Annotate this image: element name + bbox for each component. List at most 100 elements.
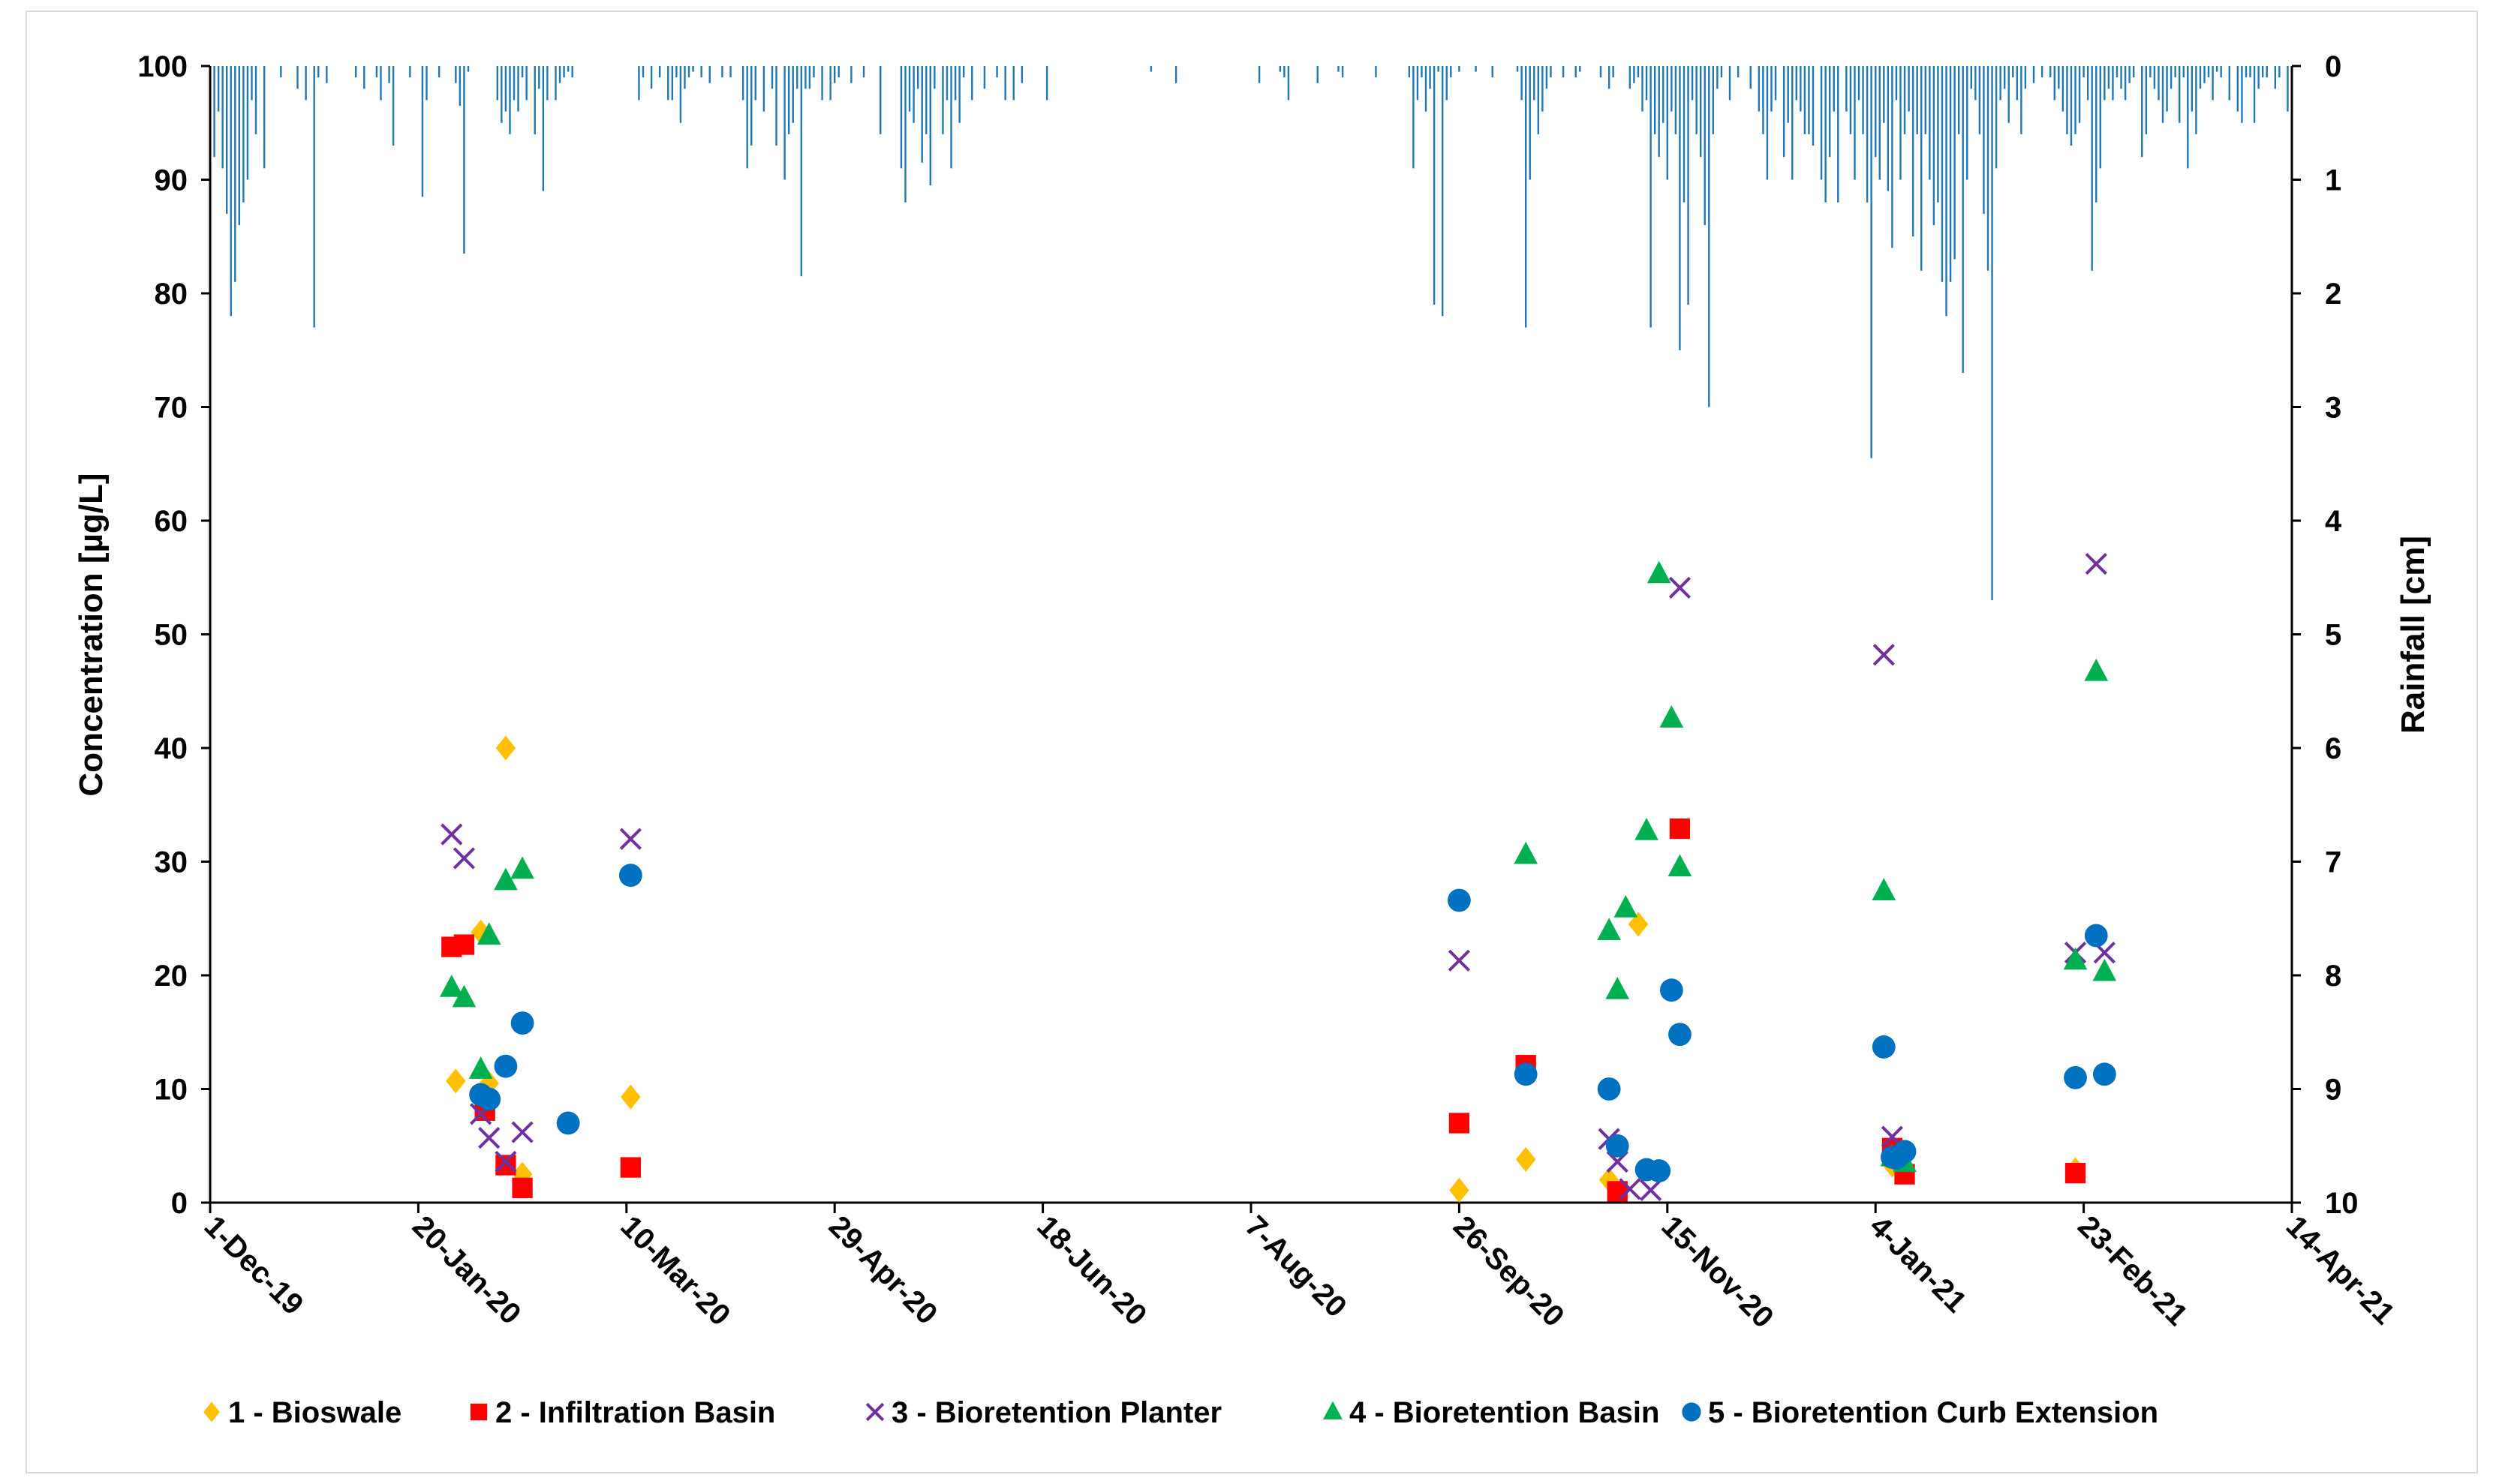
x-tick-label: 7-Aug-20 — [1239, 1209, 1353, 1323]
y2-tick-label: 0 — [2325, 50, 2341, 83]
data-point-circle — [494, 1054, 518, 1078]
data-point-circle — [1647, 1159, 1671, 1182]
data-point-triangle — [1514, 841, 1538, 864]
y2-tick-label: 3 — [2325, 392, 2341, 425]
y2-tick-label: 7 — [2325, 846, 2341, 879]
legend-marker-triangle — [1323, 1401, 1343, 1419]
series-1 — [446, 735, 2085, 1203]
data-point-square — [495, 1155, 516, 1176]
y2-tick-label: 6 — [2325, 732, 2341, 765]
data-point-circle — [477, 1087, 501, 1111]
data-point-triangle — [510, 856, 534, 879]
series-5 — [469, 864, 2116, 1182]
data-point-circle — [1448, 888, 1471, 912]
data-point-triangle — [1634, 817, 1658, 840]
legend-marker-square — [470, 1403, 488, 1421]
legend: 1 - Bioswale 2 - Infiltration Basin 3 - Bi… — [203, 1396, 2158, 1429]
legend-marker-diamond — [203, 1401, 220, 1422]
y2-tick-label: 10 — [2325, 1187, 2359, 1220]
data-point-triangle — [1659, 705, 1684, 728]
data-point-x — [1668, 576, 1692, 599]
y-tick-label: 40 — [155, 732, 188, 765]
data-point-square — [1448, 1113, 1470, 1134]
y2-tick-label: 8 — [2325, 960, 2341, 993]
legend-label: 2 - Infiltration Basin — [495, 1396, 775, 1429]
legend-label: 5 - Bioretention Curb Extension — [1708, 1396, 2158, 1429]
y2-tick-label: 1 — [2325, 164, 2341, 197]
data-point-x — [441, 823, 463, 846]
data-point-x — [2085, 552, 2107, 575]
legend-marker-circle — [1682, 1402, 1701, 1422]
y-tick-label: 50 — [155, 619, 188, 652]
x-tick-label: 4-Jan-21 — [1863, 1209, 1973, 1319]
x-tick-label: 23-Feb-21 — [2071, 1209, 2194, 1332]
data-point-circle — [1605, 1134, 1629, 1158]
y-tick-label: 80 — [155, 278, 188, 311]
data-point-diamond — [1515, 1146, 1536, 1172]
left-y-tick-labels: 0 10 20 30 40 50 60 70 80 90 100 — [137, 50, 210, 1220]
x-tick-labels: 1-Dec-19 20-Jan-20 10-Mar-20 29-Apr-20 18-Ju… — [198, 1203, 2401, 1335]
y-tick-label: 20 — [155, 960, 188, 993]
data-point-circle — [556, 1111, 580, 1135]
data-point-triangle — [1646, 560, 1671, 584]
y-tick-label: 0 — [171, 1187, 188, 1220]
data-point-circle — [2064, 1065, 2087, 1089]
data-point-triangle — [1667, 854, 1692, 877]
x-tick-label: 1-Dec-19 — [198, 1209, 310, 1321]
x-tick-label: 26-Sep-20 — [1447, 1209, 1571, 1333]
y-tick-label: 90 — [155, 164, 188, 197]
data-point-diamond — [621, 1084, 641, 1110]
data-point-triangle — [1613, 895, 1638, 918]
data-point-x — [478, 1127, 501, 1149]
y-tick-label: 100 — [137, 50, 188, 83]
x-tick-label: 15-Nov-20 — [1655, 1209, 1779, 1334]
data-point-triangle — [2063, 947, 2088, 970]
rainfall-concentration-chart: 0 10 20 30 40 50 60 70 80 90 100 0 1 2 3 4 5 6 7 8 9 10 1-De… — [73, 50, 2431, 1429]
data-point-diamond — [1628, 912, 1649, 937]
data-point-triangle — [2092, 958, 2117, 981]
data-point-circle — [1597, 1077, 1621, 1101]
data-point-triangle — [1872, 878, 1896, 900]
data-point-triangle — [468, 1056, 493, 1079]
x-tick-label: 18-Jun-20 — [1030, 1209, 1153, 1332]
data-point-circle — [1659, 978, 1683, 1002]
data-point-x — [1872, 644, 1895, 666]
data-point-x — [619, 828, 642, 850]
y-tick-label: 70 — [155, 392, 188, 425]
data-point-x — [1639, 1179, 1662, 1201]
y2-tick-label: 5 — [2325, 619, 2341, 652]
series-3 — [441, 552, 2116, 1201]
data-point-triangle — [452, 984, 477, 1008]
data-point-triangle — [1605, 977, 1630, 999]
x-tick-label: 14-Apr-21 — [2280, 1209, 2401, 1331]
data-point-circle — [2092, 1062, 2116, 1086]
x-tick-label: 20-Jan-20 — [406, 1209, 528, 1331]
data-point-square — [2064, 1162, 2086, 1184]
series-2 — [441, 818, 2086, 1202]
data-point-circle — [2084, 924, 2108, 948]
right-y-tick-labels: 0 1 2 3 4 5 6 7 8 9 10 — [2292, 50, 2359, 1220]
chart-frame: 0 10 20 30 40 50 60 70 80 90 100 0 1 2 3 4 5 6 7 8 9 10 1-De… — [26, 11, 2478, 1473]
y2-tick-label: 9 — [2325, 1074, 2341, 1107]
data-point-circle — [1514, 1062, 1538, 1086]
legend-marker-x — [865, 1402, 885, 1422]
data-point-x — [1619, 1178, 1641, 1200]
data-point-diamond — [495, 735, 516, 761]
data-point-circle — [1668, 1023, 1692, 1047]
data-point-circle — [510, 1011, 534, 1035]
data-point-square — [1669, 818, 1691, 840]
data-point-diamond — [446, 1068, 466, 1094]
data-point-circle — [618, 864, 642, 888]
data-point-triangle — [439, 975, 464, 997]
data-point-triangle — [1597, 918, 1621, 941]
x-tick-label: 29-Apr-20 — [822, 1209, 944, 1331]
data-point-triangle — [494, 867, 518, 891]
data-point-circle — [1872, 1035, 1896, 1059]
x-tick-label: 10-Mar-20 — [614, 1209, 736, 1332]
legend-label: 3 - Bioretention Planter — [892, 1396, 1222, 1429]
data-point-diamond — [479, 1071, 499, 1096]
data-point-triangle — [477, 922, 501, 945]
data-point-circle — [1893, 1140, 1917, 1164]
data-point-square — [453, 934, 475, 955]
y2-axis-title: Rainfall [cm] — [2395, 536, 2431, 734]
